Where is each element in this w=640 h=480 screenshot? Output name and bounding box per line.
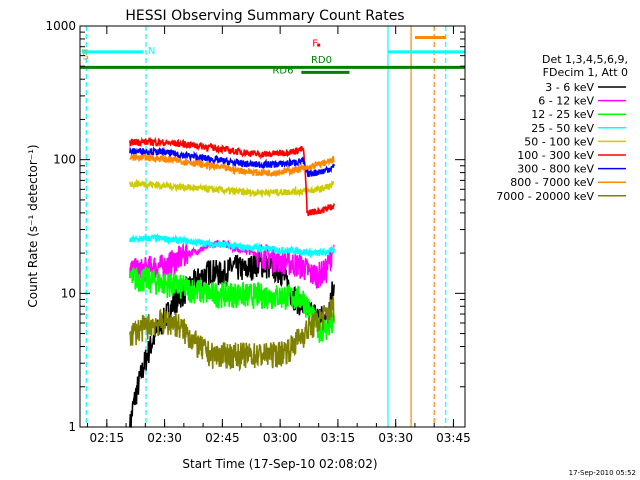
y-axis-label: Count Rate (s⁻¹ detector⁻¹)	[26, 144, 40, 307]
series-800-7000-kev	[129, 152, 335, 178]
y-tick-label-1000: 1000	[45, 19, 76, 33]
timestamp: 17-Sep-2010 05:52	[569, 469, 636, 477]
legend-label-25-50-kev: 25 - 50 keV	[531, 122, 594, 135]
series-12-25-kev	[129, 265, 335, 343]
annotation-f: F	[312, 39, 318, 50]
x-tick-label-02-45: 02:45	[205, 431, 240, 445]
annotation-rd0: RD0	[311, 55, 332, 66]
flag-layer: S N F RD0 RD6	[80, 26, 465, 427]
series-100-300-kev	[129, 136, 335, 217]
legend-label-6-12-kev: 6 - 12 keV	[538, 95, 594, 108]
x-tick-label-03-15: 03:15	[321, 431, 356, 445]
legend-header-2: FDecim 1, Att 0	[543, 66, 628, 79]
series-50-100-kev	[129, 178, 335, 199]
annotation-s: S	[82, 52, 88, 63]
axis-layer: 02:15 02:30 02:45 03:00 03:15 03:30 03:45 1 10 10…	[45, 19, 470, 445]
x-tick-label-02-15: 02:15	[90, 431, 125, 445]
y-tick-label-1: 1	[68, 420, 76, 434]
x-tick-label-03-30: 03:30	[378, 431, 413, 445]
annotation-n: N	[148, 46, 155, 57]
y-tick-label-100: 100	[53, 153, 76, 167]
x-tick-label-03-45: 03:45	[436, 431, 471, 445]
legend-label-800-7000-kev: 800 - 7000 keV	[510, 176, 594, 189]
legend-label-300-800-kev: 300 - 800 keV	[517, 163, 594, 176]
marker-point-1	[317, 43, 321, 47]
x-tick-label-02-30: 02:30	[147, 431, 182, 445]
legend-label-3-6-kev: 3 - 6 keV	[545, 81, 594, 94]
x-tick-label-03-00: 03:00	[263, 431, 298, 445]
x-axis-label: Start Time (17-Sep-10 02:08:02)	[182, 457, 377, 471]
series-25-50-kev	[129, 232, 335, 259]
series-layer	[129, 136, 335, 428]
series-7000-20000-kev	[129, 296, 335, 373]
chart-title: HESSI Observing Summary Count Rates	[125, 8, 404, 24]
legend-header-1: Det 1,3,4,5,6,9,	[542, 53, 628, 66]
legend-label-12-25-kev: 12 - 25 keV	[531, 108, 594, 121]
legend-label-7000-20000-kev: 7000 - 20000 keV	[496, 190, 594, 203]
legend-label-50-100-kev: 50 - 100 keV	[524, 135, 594, 148]
legend-label-100-300-kev: 100 - 300 keV	[517, 149, 594, 162]
y-tick-label-10: 10	[61, 286, 76, 300]
series-300-800-kev	[129, 146, 335, 178]
plot-frame	[79, 25, 466, 428]
legend: Det 1,3,4,5,6,9,FDecim 1, Att 0 3 - 6 keV…	[496, 53, 628, 203]
annotation-rd6: RD6	[272, 66, 293, 77]
